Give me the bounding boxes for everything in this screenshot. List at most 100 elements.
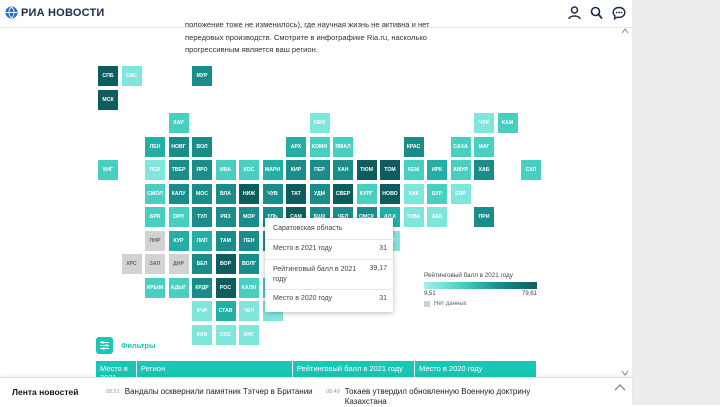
tooltip-label: Рейтинговый балл в 2021 году <box>273 266 357 283</box>
region-tile[interactable]: ПЕР <box>309 160 330 180</box>
sliders-icon[interactable] <box>96 337 113 354</box>
region-tile[interactable]: ЛНР <box>145 230 165 251</box>
region-tile[interactable]: АМУР <box>450 160 471 180</box>
region-tile[interactable]: ЗАБ <box>427 207 447 227</box>
region-tile[interactable]: СХЛ <box>521 160 541 180</box>
region-tile[interactable]: САХА <box>450 136 471 157</box>
region-tile[interactable]: МОР <box>239 207 259 227</box>
region-tile[interactable]: КРДР <box>192 277 212 298</box>
region-tile[interactable]: ЛИП <box>192 230 212 251</box>
region-tile[interactable]: ХРС <box>121 254 142 274</box>
user-icon[interactable] <box>568 6 581 20</box>
region-tile[interactable]: КЧР <box>192 301 212 321</box>
region-tile[interactable]: СМОЛ <box>145 183 165 204</box>
region-tile[interactable]: ДНР <box>168 254 189 274</box>
region-tile[interactable]: ЧЕЧ <box>239 301 259 321</box>
region-tile[interactable]: ЧУВ <box>262 183 283 204</box>
region-tile[interactable]: НОВГ <box>168 136 189 157</box>
region-tile[interactable]: СОС <box>215 324 236 345</box>
region-tile[interactable]: ОРЛ <box>168 207 189 227</box>
region-tile[interactable]: СТАВ <box>215 301 236 321</box>
region-tile[interactable]: ЯМАЛ <box>333 136 353 157</box>
region-tile[interactable]: КОМИ <box>309 136 330 157</box>
region-tile[interactable]: ТАТ <box>286 183 306 204</box>
chat-icon[interactable] <box>612 6 626 20</box>
region-tile[interactable]: КУРГ <box>356 183 377 204</box>
region-tile[interactable]: ТУВА <box>403 207 424 227</box>
region-tile[interactable]: УДМ <box>309 183 330 204</box>
region-tile[interactable]: БРЯ <box>145 207 165 227</box>
region-tile[interactable]: МУР <box>192 66 212 86</box>
region-tile[interactable]: ВОЛГ <box>239 254 259 274</box>
region-tile[interactable]: НОВО <box>380 183 400 204</box>
region-tile[interactable]: ВОЛ <box>192 136 212 157</box>
region-tile[interactable]: РЯЗ <box>215 207 236 227</box>
region-tile[interactable]: ТВЕР <box>168 160 189 180</box>
region-tile[interactable]: БЕЛ <box>192 254 212 274</box>
region-tile[interactable]: ВЛА <box>215 183 236 204</box>
region-tile[interactable]: АДЫГ <box>168 277 189 298</box>
region-tile[interactable]: КАЛУ <box>168 183 189 204</box>
region-tile[interactable]: ЗАП <box>145 254 165 274</box>
region-tile[interactable]: БУР <box>427 183 447 204</box>
col-score-2021[interactable]: Рейтинговый балл в 2021 году <box>297 364 403 373</box>
region-tile[interactable]: ИНГ <box>239 324 259 345</box>
region-tile[interactable]: МАРИ <box>262 160 283 180</box>
region-tile[interactable]: ХАР <box>168 113 189 133</box>
region-tile[interactable]: ХАК <box>403 183 424 204</box>
legend-title: Рейтинговый балл в 2021 году <box>424 272 513 279</box>
region-tile[interactable]: СВС <box>121 66 142 86</box>
region-tile[interactable]: МАГ <box>474 136 494 157</box>
region-tile[interactable]: КАМ <box>497 113 518 133</box>
news-feed-bar: Лента новостей 08:51 Вандалы осквернили … <box>0 377 632 406</box>
region-tile[interactable]: КРЫМ <box>145 277 165 298</box>
region-tile[interactable]: НЕН <box>309 113 330 133</box>
region-tile[interactable]: МСК <box>98 89 118 110</box>
region-tile[interactable]: СВЕР <box>333 183 353 204</box>
region-tile[interactable]: КАЛМ <box>239 277 259 298</box>
search-icon[interactable] <box>590 6 603 20</box>
news-headline[interactable]: Токаев утвердил обновленную Военную докт… <box>344 387 531 406</box>
filters-toggle[interactable]: Фильтры <box>96 337 155 354</box>
region-tile[interactable]: КИР <box>286 160 306 180</box>
region-tile[interactable]: ЧУК <box>474 113 494 133</box>
region-tile[interactable]: ЯРО <box>192 160 212 180</box>
region-tile[interactable]: ТАМ <box>215 230 236 251</box>
region-tile[interactable]: МОС <box>192 183 212 204</box>
news-feed-title[interactable]: Лента новостей <box>12 387 79 397</box>
region-tile[interactable]: КОС <box>239 160 259 180</box>
scrollbar[interactable] <box>618 27 632 377</box>
chevron-up-icon[interactable] <box>614 383 626 391</box>
col-rank-2020[interactable]: Место в 2020 году <box>419 364 483 373</box>
region-tile[interactable]: КУР <box>168 230 189 251</box>
region-tile[interactable]: СПБ <box>98 66 118 86</box>
ria-logo[interactable]: РИА НОВОСТИ <box>5 6 104 19</box>
region-tile[interactable]: ТОМ <box>380 160 400 180</box>
news-item[interactable]: 08:51 Вандалы осквернили памятник Тэтчер… <box>106 387 315 397</box>
region-tile[interactable]: КАБ <box>192 324 212 345</box>
region-tile[interactable]: ЕВР <box>450 183 471 204</box>
region-tile[interactable]: НИЖ <box>239 183 259 204</box>
region-tile[interactable]: ЛЕН <box>145 136 165 157</box>
region-tile[interactable]: КРАС <box>403 136 424 157</box>
region-tile[interactable]: ИВА <box>215 160 236 180</box>
region-tile[interactable]: РОС <box>215 277 236 298</box>
region-tile[interactable]: ХАН <box>333 160 353 180</box>
region-tile[interactable]: ВОР <box>215 254 236 274</box>
no-data-swatch <box>424 301 430 307</box>
region-tile[interactable]: ИРК <box>427 160 447 180</box>
tooltip-label: Место в 2020 году <box>273 295 333 302</box>
region-tile[interactable]: ПЕН <box>239 230 259 251</box>
col-region[interactable]: Регион <box>141 364 166 373</box>
region-tile[interactable]: ТЮМ <box>356 160 377 180</box>
region-tile[interactable]: КНГ <box>98 160 118 180</box>
region-tile[interactable]: АРХ <box>286 136 306 157</box>
region-tile[interactable]: ХАБ <box>474 160 494 180</box>
region-tile[interactable]: ПРИ <box>474 207 494 227</box>
news-headline[interactable]: Вандалы осквернили памятник Тэтчер в Бри… <box>124 387 313 396</box>
region-tile[interactable]: ТУЛ <box>192 207 212 227</box>
region-tile[interactable]: ПСК <box>145 160 165 180</box>
news-item[interactable]: 08:49 Токаев утвердил обновленную Военну… <box>326 387 535 407</box>
filters-label[interactable]: Фильтры <box>121 341 156 350</box>
region-tile[interactable]: КЕМ <box>403 160 424 180</box>
